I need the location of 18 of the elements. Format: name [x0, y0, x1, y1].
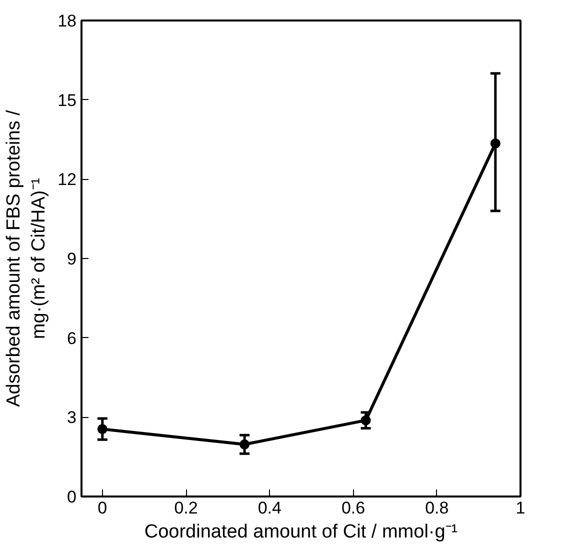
x-tick-label: 1 — [516, 498, 526, 518]
point — [490, 138, 500, 148]
point — [360, 415, 371, 426]
x-tick-label: 0.8 — [425, 498, 449, 518]
x-tick-label: 0.6 — [341, 498, 366, 518]
x-axis-title: Coordinated amount of Cit / mmol·g⁻¹ — [144, 522, 458, 542]
point — [97, 424, 108, 434]
y-tick-label: 9 — [67, 250, 77, 268]
x-tick-label: 0.4 — [258, 498, 282, 518]
y-tick-label: 3 — [67, 408, 77, 428]
y-tick-label: 12 — [58, 170, 77, 190]
x-tick-label: 0 — [98, 498, 108, 518]
x-tick-label: 0.2 — [174, 498, 198, 518]
point — [240, 439, 250, 450]
y-tick-label: 15 — [58, 90, 77, 110]
y-tick-label: 6 — [67, 328, 77, 348]
y-axis-title: Adsorbed amount of FBS proteins / mg·(m² of Cit/HA)⁻¹ — [3, 109, 50, 407]
y-tick-label: 18 — [58, 12, 77, 30]
